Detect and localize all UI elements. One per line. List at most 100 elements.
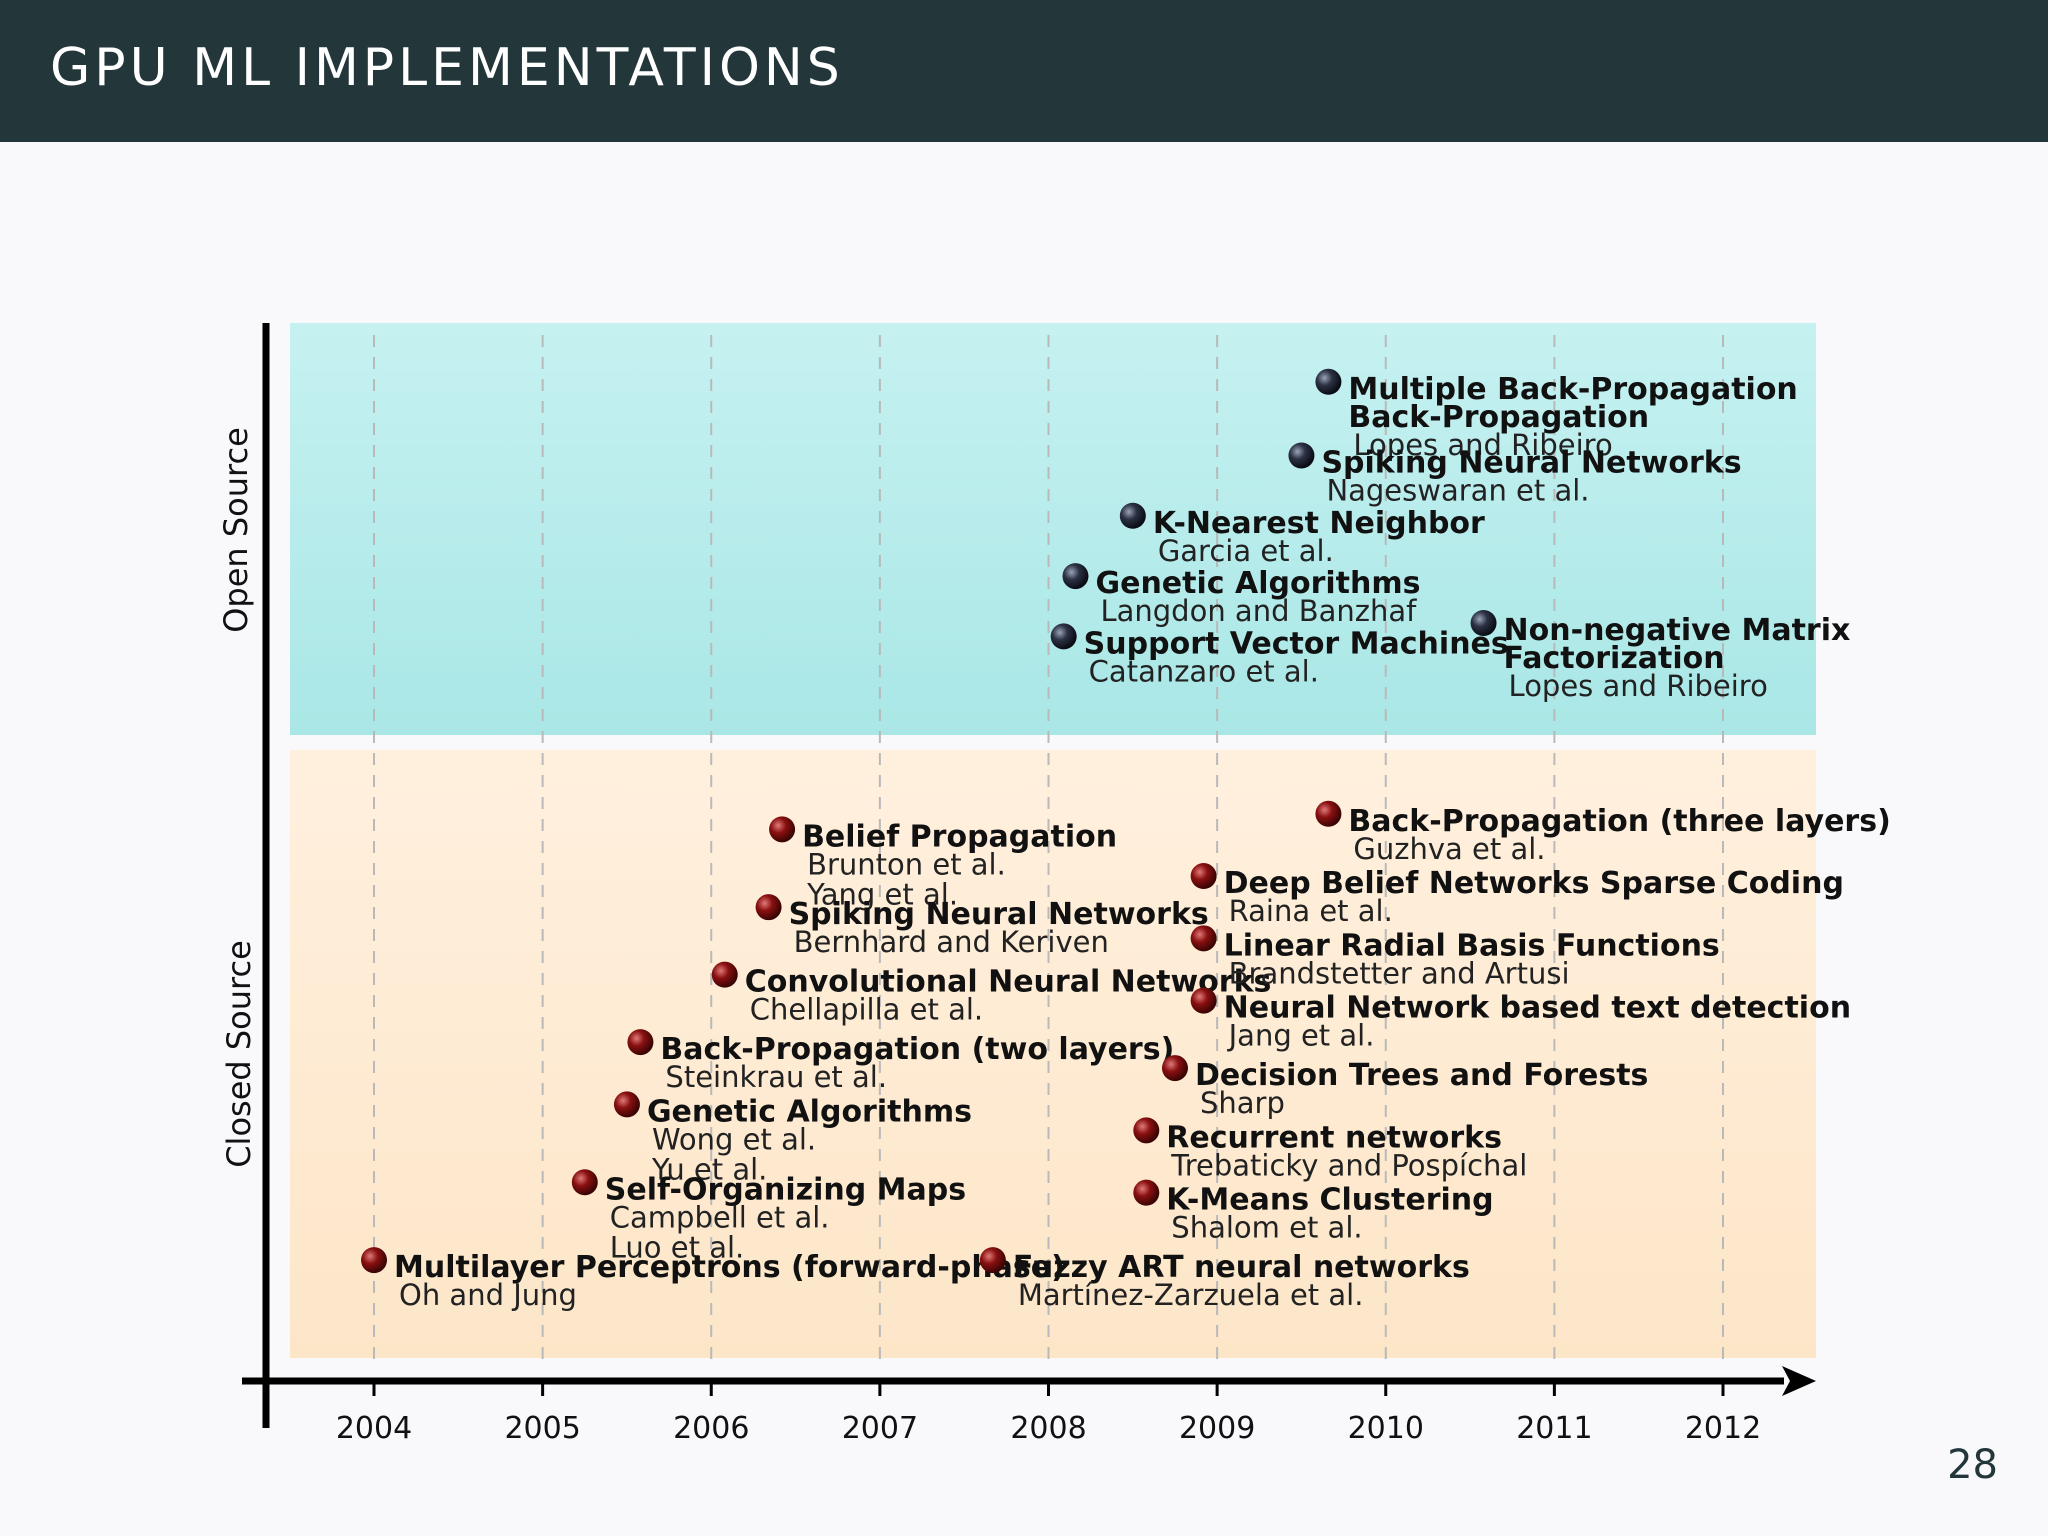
point-author: Raina et al. (1229, 894, 1393, 928)
point-title: Deep Belief Networks Sparse Coding (1224, 866, 1844, 901)
point-marker (1315, 800, 1342, 827)
x-tick-label-2009: 2009 (1179, 1411, 1255, 1446)
point-title: Convolutional Neural Networks (745, 965, 1272, 1000)
point-marker (711, 961, 738, 988)
data-point-closed: Linear Radial Basis FunctionsBrandstette… (1190, 925, 1720, 990)
point-author: Sharp (1200, 1086, 1285, 1120)
page-title: GPU ML IMPLEMENTATIONS (50, 38, 844, 98)
point-author: Bernhard and Keriven (794, 925, 1109, 959)
point-title: Non-negative Matrix (1504, 613, 1851, 648)
point-marker (1161, 1055, 1188, 1082)
point-author: Catanzaro et al. (1089, 654, 1319, 688)
header-bar: GPU ML IMPLEMENTATIONS (0, 0, 2048, 142)
point-title: Factorization (1504, 641, 1725, 676)
x-axis-arrowhead (1782, 1366, 1816, 1396)
data-point-closed: Neural Network based text detectionJang … (1190, 987, 1851, 1053)
point-author: Wong et al. (652, 1122, 816, 1156)
point-title: Support Vector Machines (1084, 626, 1509, 661)
point-marker (1190, 863, 1217, 890)
point-title: Recurrent networks (1166, 1120, 1502, 1155)
point-marker (1190, 987, 1217, 1014)
point-author: Campbell et al. (610, 1200, 830, 1234)
data-point-closed: Deep Belief Networks Sparse CodingRaina … (1190, 863, 1844, 928)
point-marker (1133, 1117, 1160, 1144)
point-title: Belief Propagation (802, 819, 1117, 854)
x-tick-label-2004: 2004 (336, 1411, 412, 1446)
data-point-closed: Back-Propagation (three layers)Guzhva et… (1315, 800, 1891, 866)
point-title: Back-Propagation (1348, 400, 1649, 435)
point-author: Lopes and Ribeiro (1509, 669, 1768, 703)
data-point-closed: Convolutional Neural NetworksChellapilla… (711, 961, 1272, 1027)
point-title: K-Nearest Neighbor (1153, 506, 1485, 541)
data-point-closed: Back-Propagation (two layers)Steinkrau e… (627, 1029, 1174, 1094)
point-author: Trebaticky and Pospíchal (1170, 1148, 1527, 1182)
x-tick-label-2008: 2008 (1010, 1411, 1086, 1446)
category-label-closed: Closed Source (220, 940, 258, 1168)
point-author: Chellapilla et al. (750, 993, 983, 1027)
point-author: Oh and Jung (399, 1278, 577, 1312)
point-marker (1062, 563, 1089, 590)
point-author: Steinkrau et al. (665, 1060, 887, 1094)
point-author: Yang et al. (806, 877, 958, 911)
point-marker (361, 1247, 387, 1274)
point-title: Back-Propagation (two layers) (660, 1032, 1174, 1067)
point-author: Jang et al. (1227, 1019, 1375, 1053)
point-author: Guzhva et al. (1353, 832, 1545, 866)
point-author: Brandstetter and Artusi (1229, 956, 1570, 990)
x-tick-label-2012: 2012 (1685, 1411, 1761, 1446)
gridlines (373, 335, 1724, 1365)
point-marker (1470, 610, 1497, 636)
point-marker (613, 1091, 640, 1118)
point-title: Back-Propagation (three layers) (1348, 804, 1890, 839)
point-author: Lopes and Ribeiro (1353, 428, 1612, 462)
point-title: Spiking Neural Networks (1321, 446, 1741, 481)
point-marker (1119, 502, 1146, 529)
data-point-closed: Multilayer Perceptrons (forward-phase)Oh… (361, 1247, 1065, 1312)
point-marker (627, 1029, 654, 1056)
point-title: Genetic Algorithms (647, 1094, 972, 1129)
point-title: K-Means Clustering (1166, 1183, 1493, 1218)
point-title: Spiking Neural Networks (789, 897, 1209, 932)
point-marker (1133, 1179, 1160, 1206)
point-marker (755, 894, 782, 921)
points: Multiple Back-PropagationBack-Propagatio… (361, 368, 1891, 1312)
category-label-open: Open Source (217, 427, 255, 633)
point-title: Decision Trees and Forests (1195, 1058, 1648, 1093)
point-marker (1050, 623, 1077, 650)
point-marker (571, 1169, 598, 1196)
x-tick-label-2005: 2005 (504, 1411, 580, 1446)
data-point-closed: Fuzzy ART neural networksMartínez-Zarzue… (979, 1247, 1470, 1312)
point-marker (979, 1247, 1006, 1274)
point-author: Brunton et al. (807, 847, 1006, 881)
point-author: Luo et al. (610, 1230, 744, 1264)
point-title: Multilayer Perceptrons (forward-phase) (394, 1250, 1065, 1285)
point-marker (1288, 442, 1315, 469)
point-title: Neural Network based text detection (1224, 991, 1851, 1026)
x-tick-label-2011: 2011 (1516, 1411, 1592, 1446)
open-source-band (290, 323, 1816, 735)
point-title: Fuzzy ART neural networks (1013, 1250, 1470, 1285)
point-title: Genetic Algorithms (1095, 566, 1420, 601)
data-point-open: Multiple Back-PropagationBack-Propagatio… (1315, 368, 1798, 462)
point-marker (769, 816, 796, 843)
point-title: Multiple Back-Propagation (1348, 372, 1797, 407)
closed-source-band (290, 750, 1816, 1358)
point-author: Garcia et al. (1158, 534, 1334, 568)
point-marker (1190, 925, 1217, 952)
point-author: Yu et al. (651, 1152, 767, 1186)
point-author: Martínez-Zarzuela et al. (1018, 1278, 1364, 1312)
x-tick-label-2006: 2006 (673, 1411, 749, 1446)
x-tick-label-2010: 2010 (1348, 1411, 1424, 1446)
point-author: Nageswaran et al. (1326, 474, 1589, 508)
